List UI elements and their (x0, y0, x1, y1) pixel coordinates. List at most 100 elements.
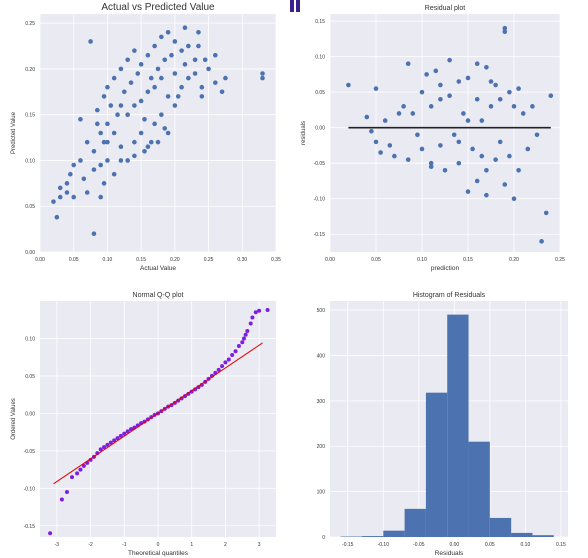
data-point (543, 210, 549, 216)
data-point (135, 71, 141, 76)
y-tick-label: 0.15 (25, 113, 35, 119)
data-point (202, 57, 208, 63)
data-point (98, 162, 103, 168)
data-point (419, 89, 425, 95)
histogram-bar (468, 441, 490, 537)
data-point (125, 158, 130, 163)
data-point (159, 112, 164, 117)
data-point (105, 84, 110, 90)
data-point (152, 121, 157, 127)
data-point (260, 71, 265, 76)
data-point (470, 146, 475, 152)
y-tick-label: -0.10 (24, 486, 36, 492)
data-point (162, 57, 168, 63)
data-point (111, 171, 117, 177)
data-point (78, 467, 83, 472)
data-point (530, 104, 535, 109)
y-tick-label: 0.00 (25, 411, 35, 417)
data-point (64, 490, 69, 495)
data-point (442, 167, 448, 173)
data-point (71, 194, 77, 200)
x-tick-label: 0.10 (417, 257, 427, 263)
y-tick-label: 0.10 (25, 336, 35, 342)
data-point (456, 160, 462, 166)
data-point (461, 111, 466, 116)
data-point (111, 130, 117, 136)
data-point (193, 387, 198, 392)
histogram-bar (425, 392, 448, 537)
x-tick-label: 0.35 (271, 257, 281, 263)
data-point (182, 394, 187, 399)
data-point (88, 39, 93, 44)
data-point (88, 457, 93, 462)
x-tick-label: 1 (190, 542, 193, 548)
x-tick-label: 2 (224, 542, 227, 548)
data-point (428, 164, 434, 170)
data-point (465, 118, 471, 123)
data-point (64, 181, 70, 186)
data-point (213, 52, 218, 58)
data-point (91, 149, 97, 154)
fit-line (53, 342, 263, 485)
data-point (165, 94, 171, 99)
x-tick-label: 0.05 (485, 542, 495, 548)
data-point (57, 194, 63, 200)
data-point (138, 62, 144, 67)
data-point (373, 139, 379, 145)
data-point (169, 52, 174, 58)
data-point (392, 153, 397, 159)
data-point (118, 158, 124, 163)
data-point (346, 82, 351, 88)
chart-title: Normal Q-Q plot (133, 292, 184, 299)
data-point (233, 349, 238, 354)
x-axis-label: Theoretical quantiles (128, 550, 189, 557)
data-point (223, 75, 228, 81)
data-point (419, 146, 425, 152)
histogram-bar (489, 517, 512, 537)
data-point (243, 332, 248, 337)
data-point (57, 185, 63, 191)
data-point (387, 143, 393, 148)
data-point (479, 118, 485, 123)
data-point (105, 121, 110, 127)
data-point (142, 149, 147, 154)
data-point (488, 79, 494, 84)
chart-avp (39, 14, 277, 253)
y-tick-label: 300 (317, 399, 326, 405)
x-tick-label: 0.10 (103, 257, 113, 263)
x-tick-label: 0.15 (463, 257, 473, 263)
data-point (152, 84, 157, 90)
y-tick-label: 0.00 (25, 250, 35, 256)
data-point (115, 112, 120, 117)
data-point (219, 89, 225, 95)
corner-mark (290, 0, 294, 12)
data-point (192, 57, 198, 63)
data-point (172, 39, 178, 44)
data-point (433, 68, 439, 74)
y-tick-label: -0.10 (314, 197, 326, 203)
data-point (220, 364, 225, 369)
data-point (257, 308, 262, 313)
histogram-bar (361, 536, 384, 537)
data-point (189, 389, 194, 394)
data-point (415, 132, 420, 138)
histogram-bar (383, 530, 405, 537)
x-tick-label: 0.25 (204, 257, 214, 263)
data-point (502, 25, 508, 31)
data-point (101, 181, 107, 186)
data-point (516, 167, 521, 173)
data-point (78, 158, 83, 163)
data-point (424, 72, 429, 77)
data-point (54, 214, 60, 220)
data-point (479, 153, 485, 159)
x-tick-label: 0.30 (237, 257, 247, 263)
data-point (118, 66, 124, 72)
data-point (484, 64, 489, 70)
plot-area (40, 14, 276, 252)
x-tick-label: 0.00 (449, 542, 459, 548)
y-tick-label: 0.20 (25, 67, 35, 73)
y-tick-label: -0.05 (24, 449, 36, 455)
data-point (497, 139, 503, 145)
y-tick-label: 0.05 (315, 90, 325, 96)
histogram-bar (511, 532, 533, 537)
